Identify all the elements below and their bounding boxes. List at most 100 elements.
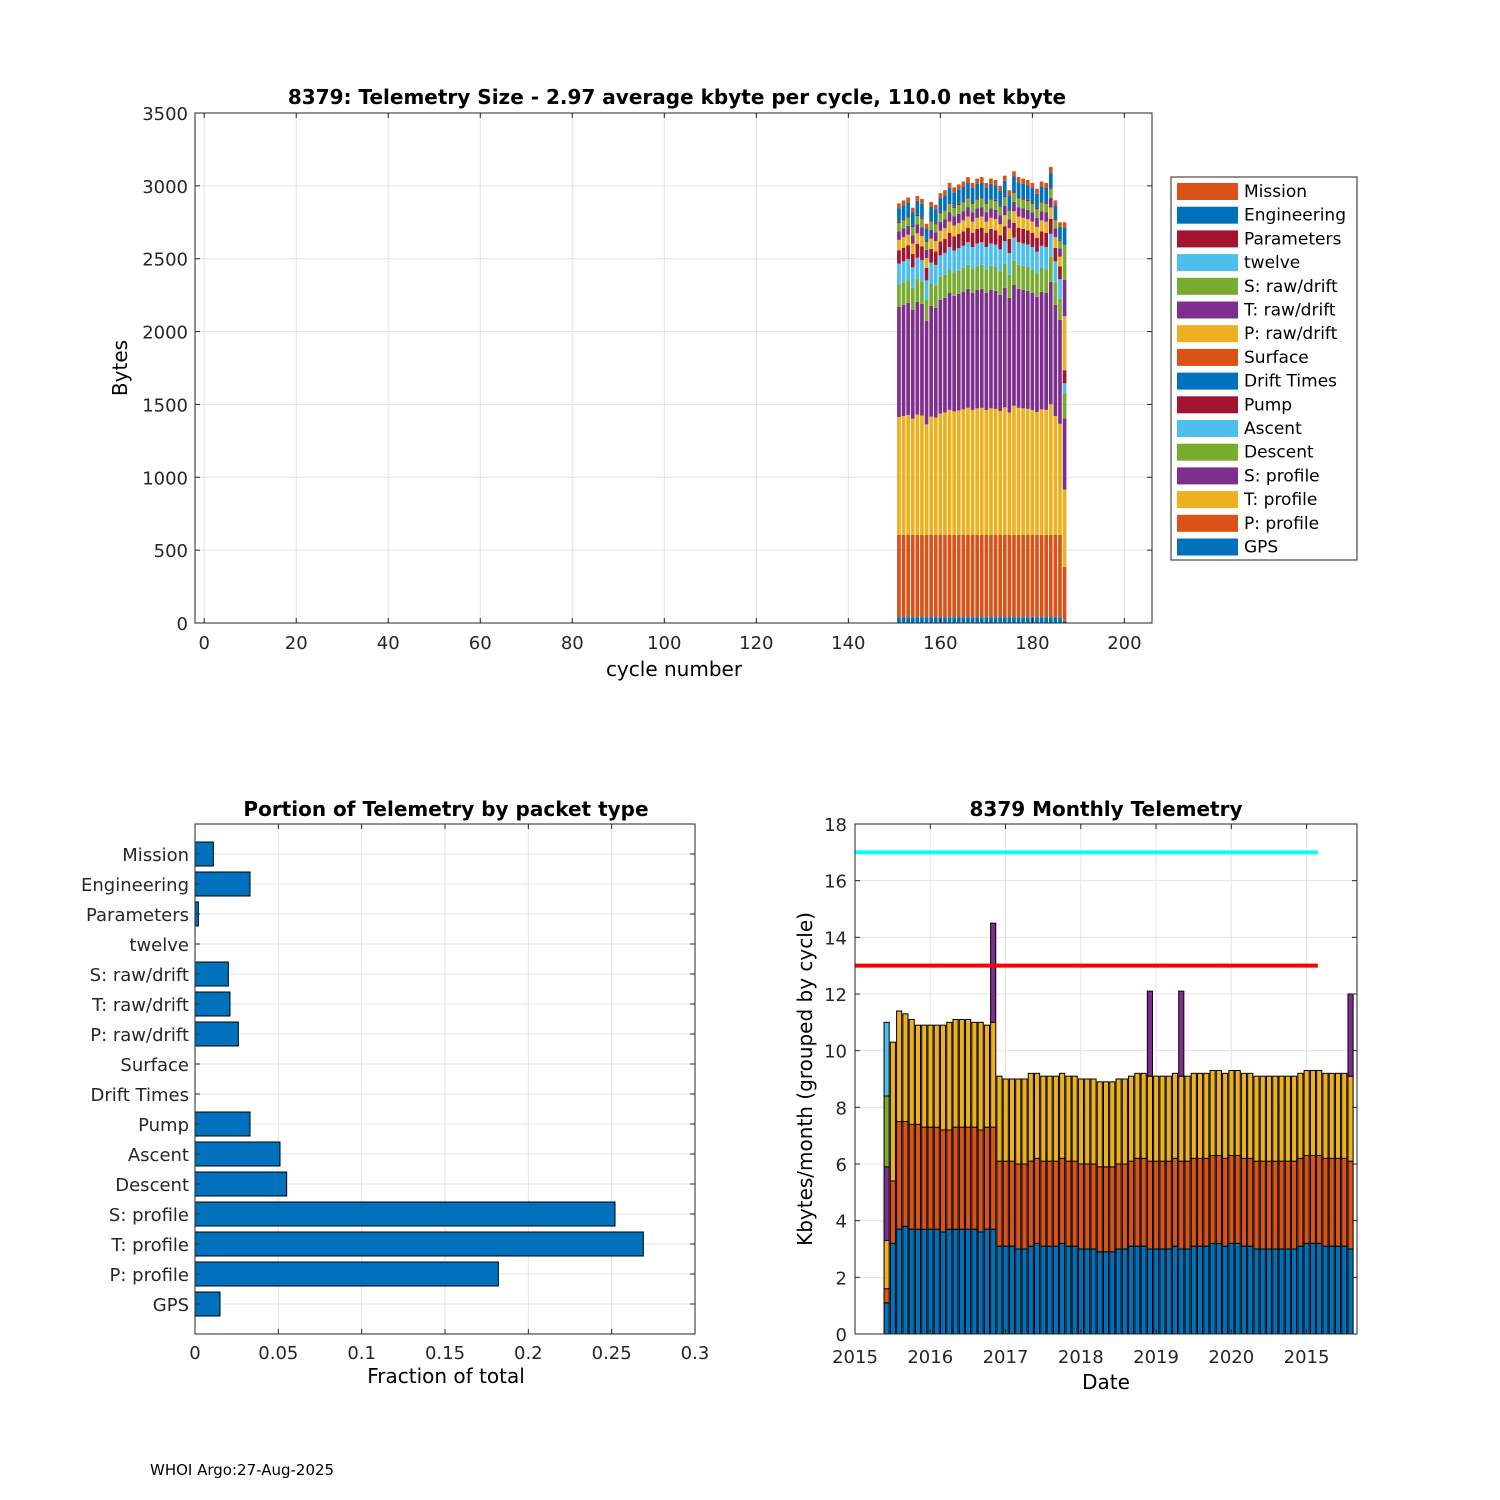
monthly-bar-segment [990, 1126, 997, 1230]
bar-segment [979, 182, 984, 198]
monthly-bar-segment [883, 1288, 890, 1304]
monthly-bar-segment [1234, 1155, 1241, 1244]
monthly-bar-segment [1178, 1160, 1185, 1250]
monthly-bar-segment [1065, 1160, 1072, 1247]
legend-label: Mission [1244, 182, 1307, 202]
bar-segment [1007, 617, 1012, 623]
legend-swatch [1177, 183, 1238, 200]
bar-segment [933, 209, 938, 224]
bar-segment [975, 243, 980, 266]
legend-label: Engineering [1244, 206, 1346, 226]
bar-segment [970, 232, 975, 247]
bar-segment [1035, 617, 1039, 623]
legend-label: T: raw/drift [1243, 301, 1336, 321]
legend-swatch [1177, 467, 1238, 485]
bar-segment [966, 534, 970, 618]
x-tick-label: 2015 [832, 1347, 878, 1368]
bar-segment [961, 291, 966, 410]
y-tick-label: P: profile [110, 1265, 190, 1286]
monthly-bar-segment [971, 1021, 978, 1128]
bar-segment [998, 271, 1003, 295]
x-tick-label: 0.2 [514, 1343, 543, 1364]
monthly-bar-segment [921, 1228, 928, 1335]
bar-segment [1053, 617, 1058, 623]
monthly-bar-segment [1247, 1245, 1254, 1335]
bar-segment [979, 242, 984, 265]
bar-segment [929, 221, 933, 230]
monthly-bar-segment [1215, 1070, 1222, 1156]
bar-segment [989, 534, 993, 618]
bar-segment [952, 187, 956, 193]
bar-segment [910, 534, 915, 618]
bar-segment [929, 249, 933, 263]
bar-segment [1062, 620, 1067, 623]
legend-swatch [1177, 372, 1238, 390]
bar-segment [952, 192, 956, 207]
bar-segment [1058, 248, 1062, 257]
y-tick-label: Engineering [81, 875, 189, 896]
monthly-bar-segment [1328, 1157, 1335, 1247]
monthly-bar-segment [1309, 1242, 1316, 1335]
bar-segment [952, 206, 956, 208]
monthly-bar-segment [1291, 1075, 1298, 1162]
bar-segment [961, 231, 966, 246]
bar-segment [989, 199, 993, 209]
bar-segment [1048, 281, 1053, 405]
monthly-bar-segment [990, 1021, 997, 1128]
bar-segment [1058, 222, 1062, 227]
monthly-bar-segment [1228, 1155, 1235, 1244]
y-tick-label: 0 [177, 614, 188, 635]
bar-segment [1030, 188, 1035, 203]
monthly-bar-segment [883, 1095, 890, 1168]
monthly-bar-segment [1146, 1248, 1153, 1335]
bar-segment [966, 198, 970, 208]
bar-segment [1039, 186, 1044, 202]
bar-segment [970, 617, 975, 623]
monthly-bar-segment [1159, 1248, 1166, 1335]
bar-segment [901, 237, 906, 248]
bar-segment [1002, 180, 1007, 196]
bar-segment [920, 534, 924, 618]
x-tick-label: 0.3 [681, 1343, 710, 1364]
bar-segment [1048, 219, 1053, 234]
monthly-bar-segment [1084, 1078, 1091, 1165]
bar-segment [1062, 279, 1067, 317]
x-tick-label: 140 [831, 633, 865, 654]
bar-segment [975, 183, 980, 199]
bar-segment [975, 217, 980, 230]
bar-segment [924, 257, 929, 268]
bar-segment [910, 267, 915, 288]
monthly-bar-segment [1272, 1075, 1279, 1162]
bar-segment [952, 411, 956, 535]
bar-segment [924, 249, 929, 258]
monthly-bar-segment [1002, 1160, 1009, 1247]
y-tick-label: 14 [824, 928, 847, 949]
bar-segment [956, 270, 961, 294]
bar-segment [966, 242, 970, 265]
monthly-bar-segment [902, 1013, 909, 1122]
bar-segment [961, 268, 966, 292]
bar-segment [1053, 261, 1058, 283]
bar-segment [989, 265, 993, 290]
monthly-bar-segment [883, 1021, 890, 1097]
monthly-bar-segment [896, 1228, 903, 1335]
bar-segment [901, 304, 906, 417]
bar-segment [915, 617, 920, 623]
bar-segment [998, 410, 1003, 535]
bar-segment [1016, 534, 1021, 618]
bar-segment [952, 617, 956, 623]
bar-segment [924, 267, 929, 281]
monthly-bar-segment [1278, 1160, 1285, 1250]
bar-segment [1030, 203, 1035, 213]
bar-segment [1021, 408, 1026, 535]
portion-bar [194, 1231, 644, 1257]
monthly-bar-segment [1052, 1245, 1059, 1335]
bar-segment [1058, 617, 1062, 623]
bar-segment [1007, 195, 1012, 210]
monthly-bar-segment [1190, 1072, 1197, 1159]
bar-segment [1053, 228, 1058, 238]
bar-segment [984, 188, 989, 203]
bar-segment [975, 289, 980, 409]
bar-segment [1048, 233, 1053, 258]
x-tick-label: 20 [285, 633, 308, 654]
